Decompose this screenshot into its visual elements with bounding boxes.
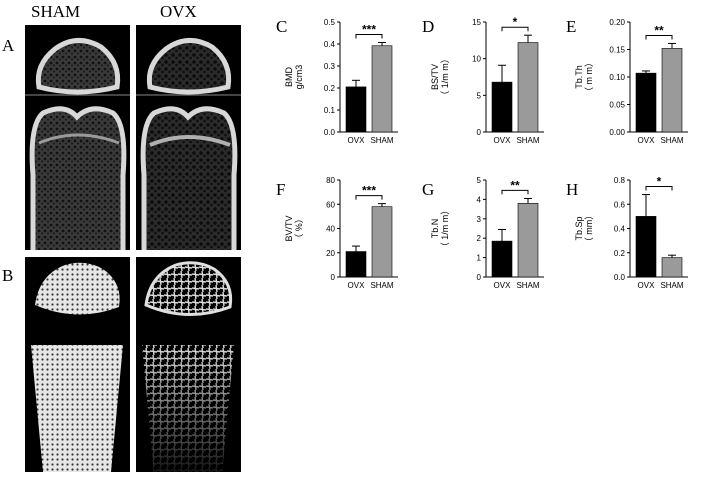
y-tick-label: 20 — [326, 249, 335, 258]
column-header-sham: SHAM — [31, 2, 81, 21]
y-axis-label: Tb.Th — [574, 65, 584, 89]
bar-sham — [661, 257, 683, 278]
significance-label: *** — [362, 22, 376, 36]
column-header-ovx: OVX — [160, 2, 197, 21]
significance-bracket — [501, 189, 529, 195]
x-tick-label: SHAM — [516, 136, 539, 145]
panel-label-g: G — [422, 180, 435, 199]
y-tick-label: 0 — [477, 128, 482, 137]
x-tick-label: OVX — [494, 281, 512, 290]
x-tick-label: SHAM — [660, 281, 683, 290]
ct-image-sham-2d — [25, 25, 130, 250]
y-tick-label: 60 — [326, 200, 335, 209]
significance-bracket — [645, 186, 673, 191]
significance-bracket — [501, 26, 529, 32]
bar-sham — [661, 48, 683, 133]
y-tick-label: 5 — [477, 91, 482, 100]
y-axis-label: BS/TV — [430, 64, 440, 90]
panel-label-f: F — [276, 180, 286, 199]
y-axis-label: （ m m） — [584, 58, 594, 96]
y-tick-label: 0.4 — [324, 40, 336, 49]
x-tick-label: SHAM — [516, 281, 539, 290]
ct-image-ovx-3d — [136, 257, 241, 472]
y-tick-label: 0.8 — [614, 176, 626, 185]
y-tick-label: 3 — [477, 215, 482, 224]
x-tick-label: SHAM — [370, 136, 393, 145]
y-tick-label: 10 — [472, 55, 481, 64]
y-axis-label: BV/TV — [284, 215, 294, 241]
bar-sham — [517, 202, 539, 278]
panel-label-c: C — [276, 17, 288, 36]
bar-ovx — [345, 86, 367, 133]
bar-sham — [371, 45, 393, 133]
y-tick-label: 5 — [477, 176, 482, 185]
ct-image-ovx-2d — [136, 25, 241, 250]
row-label-b: B — [2, 266, 14, 285]
y-tick-label: 80 — [326, 176, 335, 185]
bar-ovx — [635, 72, 657, 133]
y-tick-label: 0.00 — [609, 128, 625, 137]
significance-label: ** — [510, 178, 520, 192]
y-axis-label: （ %） — [294, 214, 304, 243]
bar-ovx — [491, 81, 513, 133]
ct-image-sham-3d — [25, 257, 130, 472]
bar-ovx — [635, 216, 657, 278]
y-tick-label: 2 — [477, 234, 482, 243]
y-axis-label: g/cm3 — [294, 65, 304, 90]
bar-sham — [517, 42, 539, 133]
y-axis-label: Tb.N — [430, 219, 440, 239]
x-tick-label: OVX — [494, 136, 512, 145]
y-tick-label: 0.10 — [609, 73, 625, 82]
bar-ovx — [491, 240, 513, 278]
x-tick-label: SHAM — [370, 281, 393, 290]
panel-label-h: H — [566, 180, 579, 199]
y-tick-label: 0.4 — [614, 225, 626, 234]
y-axis-label: Tb.Sp — [574, 216, 584, 240]
x-tick-label: OVX — [638, 281, 656, 290]
bar-ovx — [345, 251, 367, 278]
x-tick-label: OVX — [348, 136, 366, 145]
row-label-a: A — [2, 36, 15, 55]
y-tick-label: 0 — [477, 273, 482, 282]
y-tick-label: 0.5 — [324, 18, 336, 27]
significance-label: * — [657, 175, 662, 189]
y-axis-label: （ 1/m m） — [440, 54, 450, 100]
bar-sham — [371, 206, 393, 278]
significance-label: ** — [654, 23, 664, 37]
y-tick-label: 0.2 — [324, 84, 336, 93]
y-tick-label: 40 — [326, 225, 335, 234]
y-tick-label: 0.05 — [609, 101, 625, 110]
significance-label: * — [513, 15, 518, 29]
y-tick-label: 0.1 — [324, 106, 336, 115]
panel-label-e: E — [566, 17, 577, 36]
panel-label-d: D — [422, 17, 435, 36]
chart-tb-n: 0 1 2 3 4 5 OVX SHAM ** Tb.N （ 1/m m） — [430, 176, 544, 290]
y-tick-label: 0.3 — [324, 62, 336, 71]
y-tick-label: 0.0 — [324, 128, 336, 137]
significance-label: *** — [362, 184, 376, 198]
x-tick-label: OVX — [638, 136, 656, 145]
y-tick-label: 0 — [331, 273, 336, 282]
y-tick-label: 0.20 — [609, 18, 625, 27]
y-tick-label: 0.2 — [614, 249, 626, 258]
chart-tb-th: 0.00 0.05 0.10 0.15 0.20 OVX SHAM ** Tb.Th （ m m） — [574, 18, 688, 145]
chart-bs-tv: 0 5 10 15 OVX SHAM * BS/TV （ 1/m m） — [430, 15, 544, 145]
y-axis-label: （ 1/m m） — [440, 206, 450, 252]
significance-bracket — [355, 195, 383, 200]
y-tick-label: 1 — [477, 254, 482, 263]
x-tick-label: SHAM — [660, 136, 683, 145]
significance-bracket — [645, 34, 673, 40]
chart-tb-sp: 0.0 0.2 0.4 0.6 0.8 OVX SHAM * Tb.Sp （ mm） — [574, 175, 688, 290]
y-axis-label: （ mm） — [584, 211, 594, 247]
chart-bmd: 0.0 0.1 0.2 0.3 0.4 0.5 OVX SHAM *** BMD g/cm3 — [284, 18, 398, 145]
y-tick-label: 0.15 — [609, 46, 625, 55]
x-tick-label: OVX — [348, 281, 366, 290]
y-tick-label: 0.0 — [614, 273, 626, 282]
y-tick-label: 0.6 — [614, 200, 626, 209]
y-tick-label: 4 — [477, 195, 482, 204]
y-tick-label: 15 — [472, 18, 481, 27]
significance-bracket — [355, 33, 383, 39]
chart-bv-tv: 0 20 40 60 80 OVX SHAM *** BV/TV （ %） — [284, 176, 398, 290]
y-axis-label: BMD — [284, 67, 294, 88]
